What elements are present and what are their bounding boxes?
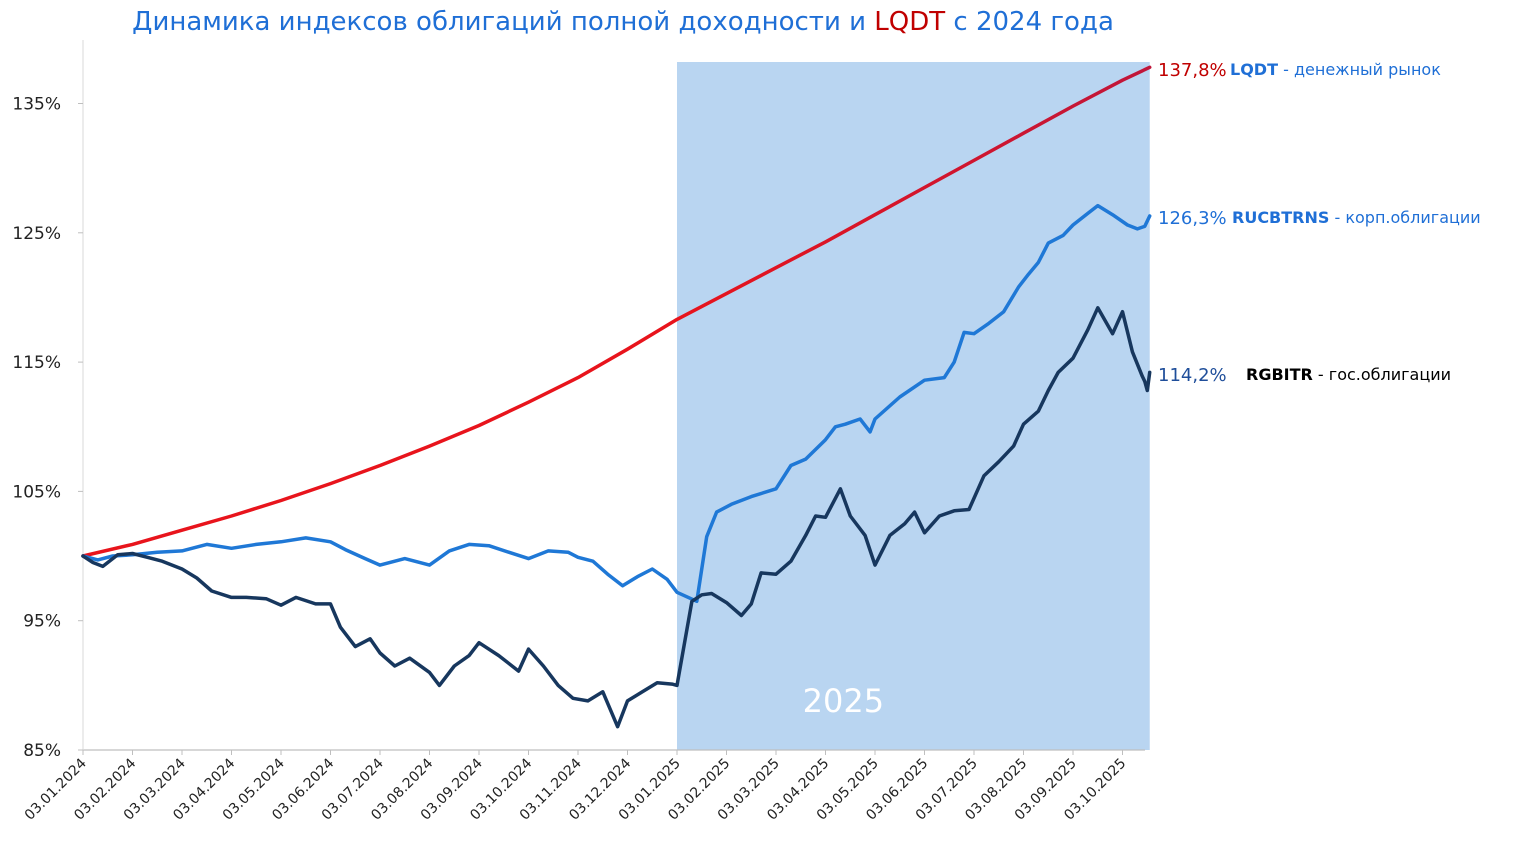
series-name: RUCBTRNS — [1232, 208, 1329, 227]
highlight-2025-region: 2025 — [677, 62, 1150, 750]
series-lines — [81, 65, 1152, 729]
series-name-label: LQDT - денежный рынок — [1230, 60, 1441, 79]
y-tick-label: 95% — [23, 612, 61, 632]
highlight-rect — [677, 62, 1150, 750]
series-name: LQDT — [1230, 60, 1278, 79]
series-description: - денежный рынок — [1278, 60, 1441, 79]
series-name-label: RGBITR - гос.облигации — [1246, 365, 1451, 384]
series-line-rgbitr — [81, 306, 1152, 729]
chart-title-part: Динамика индексов облигаций полной доход… — [132, 7, 874, 37]
series-name: RGBITR — [1246, 365, 1313, 384]
chart-title: Динамика индексов облигаций полной доход… — [132, 7, 1114, 37]
series-end-labels: 137,8% LQDT - денежный рынок 126,3% RUCBTRN… — [1158, 60, 1481, 386]
y-tick-label: 85% — [23, 741, 61, 761]
end-value-label: 114,2% — [1158, 365, 1227, 386]
series-line-rucbtrns — [81, 203, 1152, 604]
highlight-label: 2025 — [803, 682, 884, 720]
end-label-lqdt: 137,8% LQDT - денежный рынок — [1158, 60, 1441, 81]
series-description: - гос.облигации — [1313, 365, 1451, 384]
y-tick-label: 115% — [12, 353, 61, 373]
end-label-rucbtrns: 126,3% RUCBTRNS - корп.облигации — [1158, 208, 1481, 229]
end-label-rgbitr: 114,2% RGBITR - гос.облигации — [1158, 365, 1451, 386]
end-value-label: 126,3% — [1158, 208, 1227, 229]
chart-title-part: LQDT — [874, 7, 945, 37]
y-tick-label: 125% — [12, 224, 61, 244]
chart-title-part: с 2024 года — [945, 7, 1114, 37]
series-line-lqdt — [81, 65, 1152, 558]
series-description: - корп.облигации — [1329, 208, 1480, 227]
y-tick-label: 105% — [12, 482, 61, 502]
series-name-label: RUCBTRNS - корп.облигации — [1232, 208, 1481, 227]
y-tick-label: 135% — [12, 95, 61, 115]
end-value-label: 137,8% — [1158, 60, 1227, 81]
